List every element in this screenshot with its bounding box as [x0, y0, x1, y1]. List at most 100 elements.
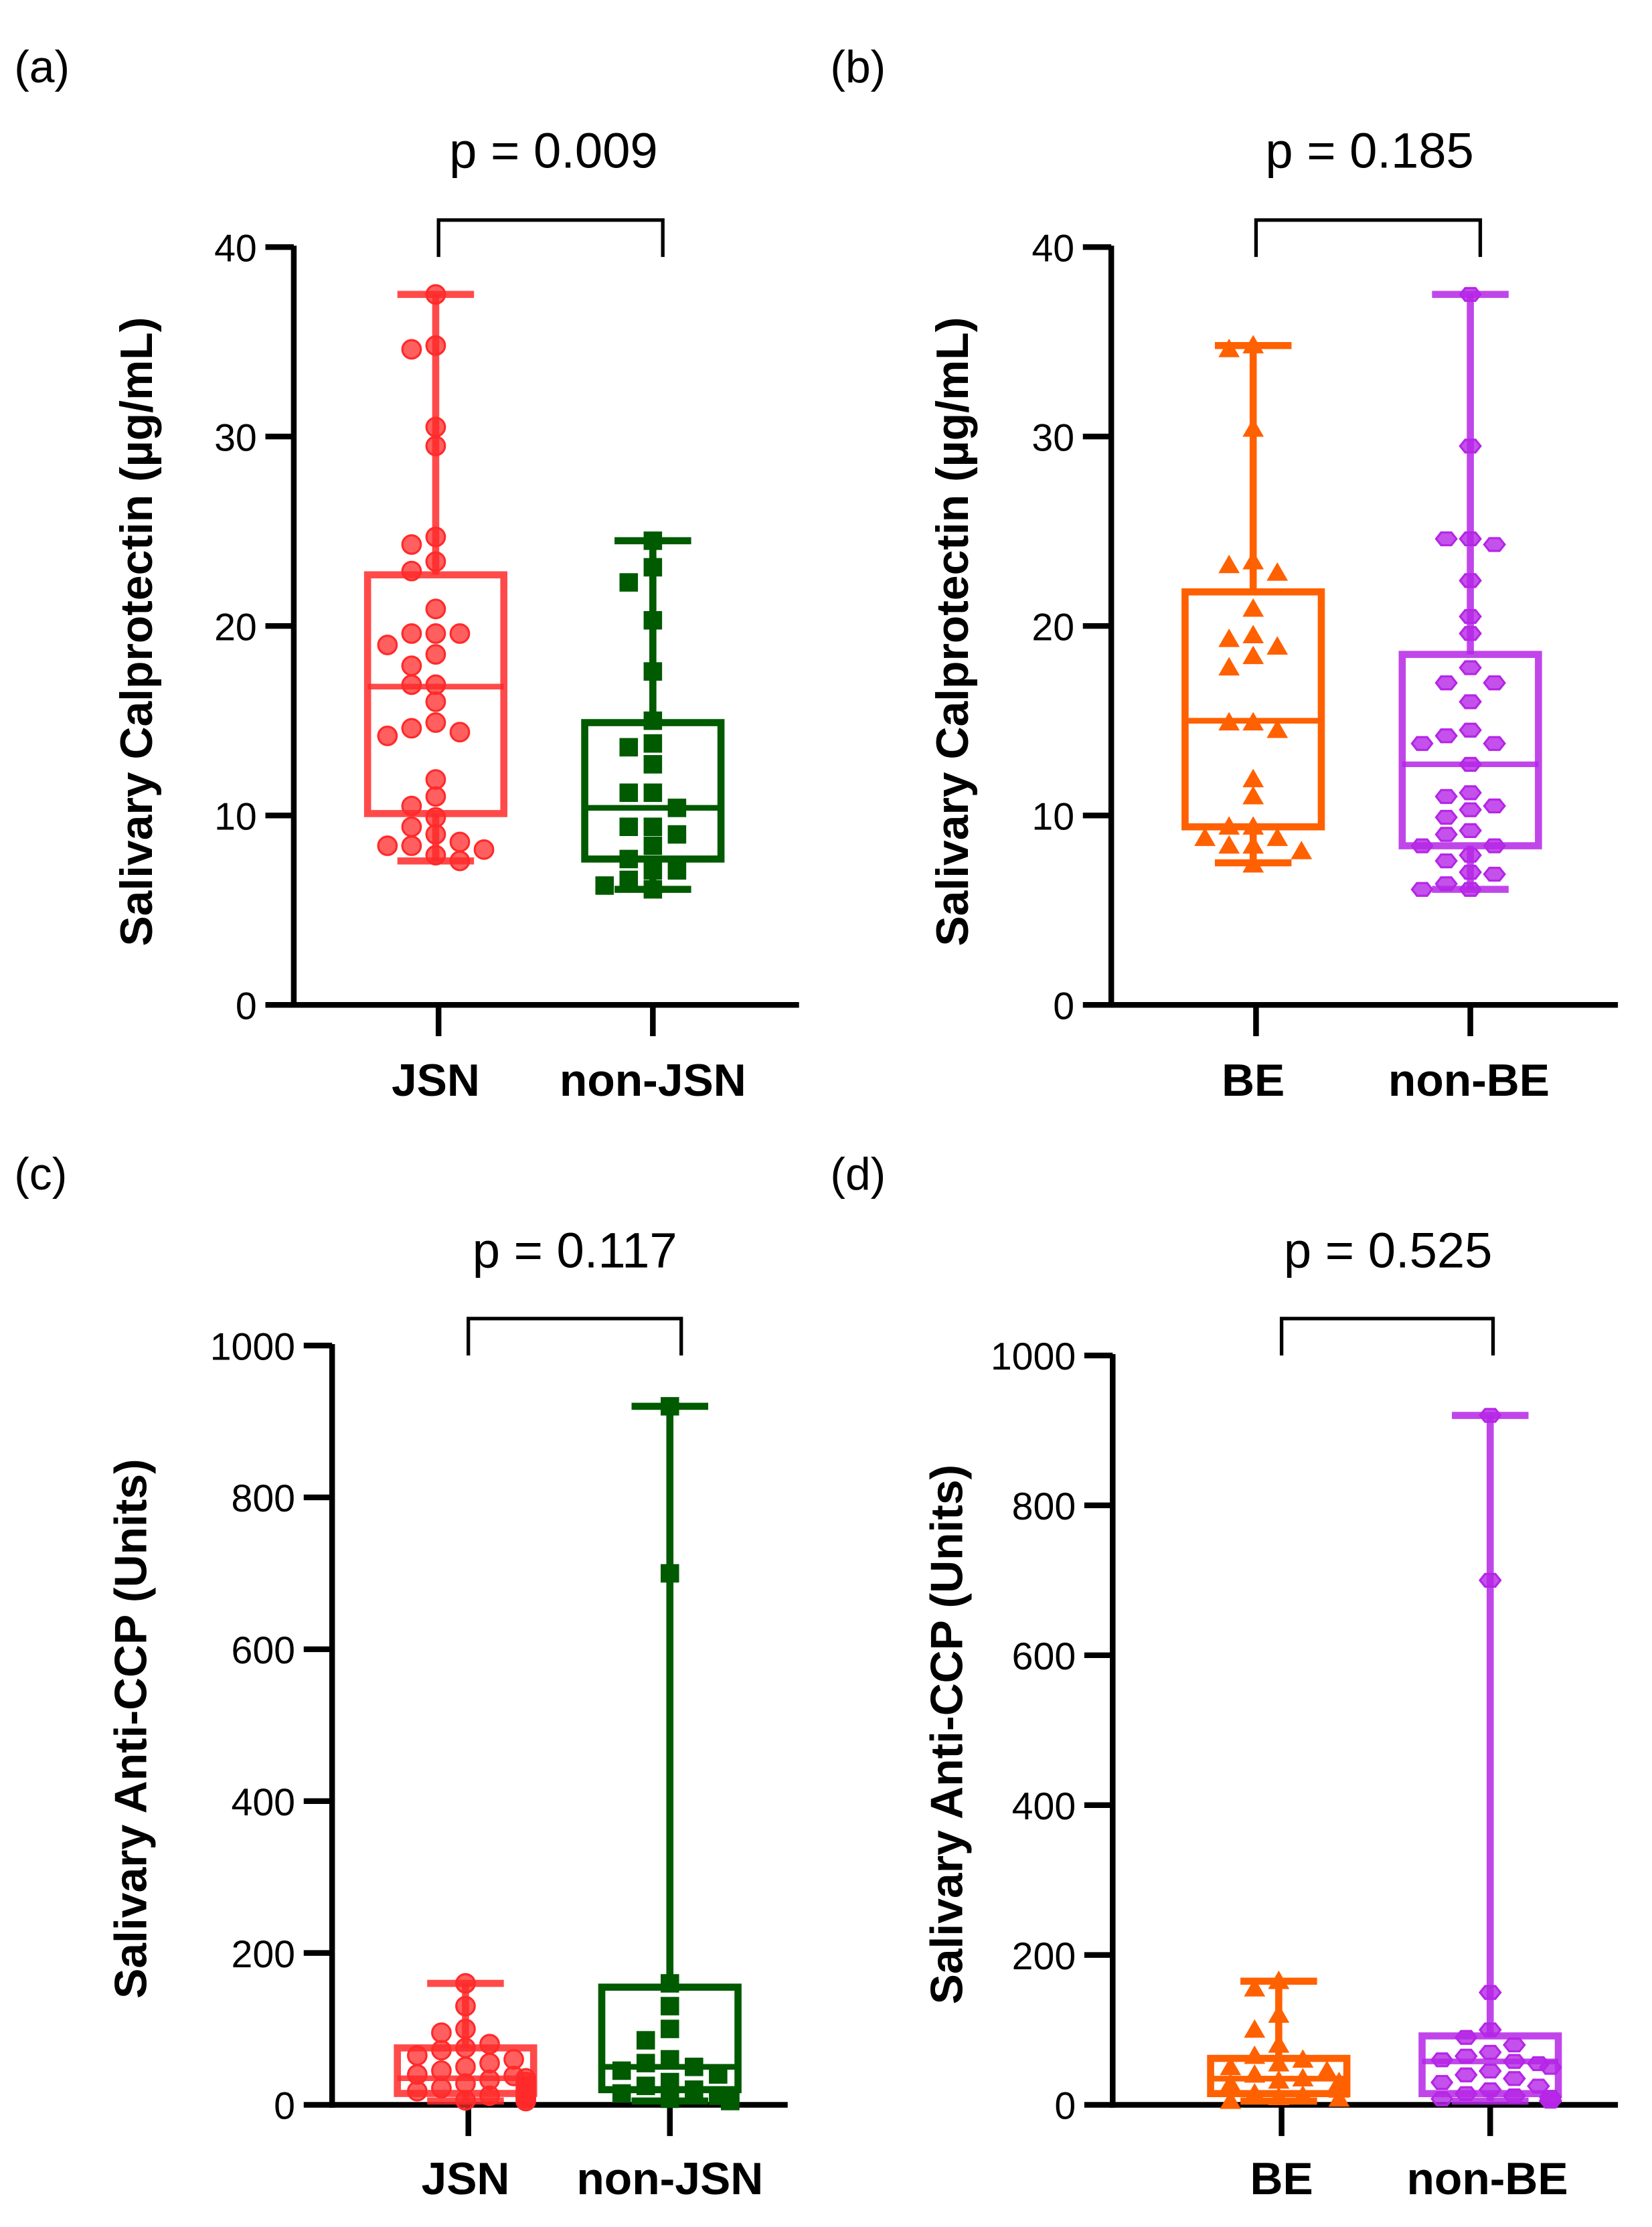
data-point — [1218, 657, 1240, 676]
data-point — [425, 335, 446, 356]
data-point — [1242, 853, 1264, 873]
data-point — [1483, 866, 1506, 882]
data-point — [1266, 562, 1289, 581]
data-point — [425, 598, 446, 620]
y-tick-label: 200 — [1012, 1935, 1076, 1978]
y-tick-label: 40 — [214, 227, 257, 270]
panel-label: (d) — [830, 1149, 886, 1200]
data-point — [455, 1995, 476, 2017]
data-point — [377, 835, 398, 856]
data-point — [643, 610, 663, 630]
data-point — [1242, 712, 1264, 731]
data-point — [1268, 1970, 1290, 1989]
data-point — [1459, 864, 1482, 880]
y-tick-label: 600 — [232, 1629, 295, 1672]
data-point — [401, 623, 422, 644]
data-point — [1242, 598, 1264, 617]
y-axis-label: Salivary Calprotectin (µg/mL) — [928, 317, 978, 946]
data-point — [667, 861, 687, 880]
data-point — [721, 2092, 740, 2111]
data-point — [455, 2038, 476, 2058]
category-label: BE — [1222, 1056, 1285, 1106]
data-point — [1454, 2030, 1478, 2045]
data-point — [425, 712, 446, 733]
data-point — [1478, 2082, 1502, 2098]
data-point — [636, 2076, 655, 2095]
data-point — [660, 1564, 679, 1583]
data-point — [660, 2089, 679, 2109]
data-point — [1434, 789, 1458, 805]
y-tick-label: 10 — [214, 795, 257, 838]
panel-d: (d) p = 0.525 Salivary Anti-CCP (Units) … — [830, 1149, 1619, 2204]
data-point — [619, 738, 639, 757]
data-point — [643, 734, 663, 753]
data-point — [425, 526, 446, 548]
category-label: BE — [1250, 2154, 1313, 2204]
data-point — [425, 786, 446, 807]
category-label: non-BE — [1388, 1056, 1550, 1106]
data-point — [1242, 551, 1264, 570]
data-point — [643, 711, 663, 730]
y-tick-label: 600 — [1012, 1635, 1076, 1678]
data-point — [1503, 2071, 1526, 2086]
data-point — [1539, 2060, 1562, 2075]
data-point — [425, 644, 446, 665]
data-point — [449, 722, 471, 743]
data-point — [1459, 573, 1482, 588]
data-point — [1244, 2045, 1266, 2064]
data-point — [473, 839, 495, 860]
data-point — [1242, 625, 1264, 643]
y-tick-label: 0 — [236, 985, 257, 1028]
significance-bracket — [436, 218, 665, 257]
data-point — [1459, 785, 1482, 801]
data-point — [643, 662, 663, 681]
data-point — [595, 876, 614, 895]
data-point — [1434, 827, 1458, 842]
data-point — [1459, 882, 1482, 897]
data-point — [1454, 2067, 1478, 2082]
data-point — [612, 2084, 631, 2103]
data-point — [660, 2050, 679, 2069]
data-point — [1218, 816, 1240, 835]
data-point — [425, 674, 446, 695]
panel-c: (c) p = 0.117 Salivary Anti-CCP (Units) … — [14, 1149, 788, 2204]
data-point — [643, 558, 663, 577]
data-point — [1291, 841, 1313, 859]
data-point — [643, 817, 663, 837]
data-point — [685, 2080, 704, 2099]
data-point — [377, 725, 398, 746]
data-point — [425, 824, 446, 845]
data-point — [1244, 1978, 1266, 1997]
data-point — [401, 718, 422, 739]
data-point — [425, 284, 446, 305]
data-point — [401, 674, 422, 695]
data-point — [643, 880, 663, 899]
panel-b: (b) p = 0.185 Salivary Calprotectin (µg/… — [830, 42, 1619, 1106]
data-point — [1266, 719, 1289, 738]
data-point — [431, 2060, 452, 2081]
data-point — [1218, 339, 1240, 357]
p-value: p = 0.117 — [473, 1223, 677, 1279]
significance-bracket — [1279, 1317, 1495, 1356]
data-point — [1459, 608, 1482, 625]
data-point — [455, 2018, 476, 2040]
data-point — [1266, 636, 1289, 655]
y-tick-label: 800 — [232, 1477, 295, 1520]
y-tick-label: 0 — [1053, 985, 1074, 1028]
data-point — [1430, 2074, 1454, 2090]
data-point — [1218, 554, 1240, 574]
data-point — [401, 655, 422, 676]
p-value: p = 0.009 — [449, 122, 657, 178]
data-point — [425, 769, 446, 790]
data-point — [431, 2040, 452, 2061]
data-point — [1454, 2086, 1478, 2101]
y-axis-label: Salivary Anti-CCP (Units) — [922, 1465, 973, 2005]
data-point — [667, 825, 687, 844]
data-point — [425, 551, 446, 572]
box-non-jsn — [581, 531, 725, 899]
data-point — [1242, 335, 1264, 353]
data-point — [1478, 1572, 1502, 1588]
data-point — [1430, 2091, 1454, 2107]
data-point — [1459, 722, 1482, 738]
data-point — [1503, 2054, 1526, 2069]
